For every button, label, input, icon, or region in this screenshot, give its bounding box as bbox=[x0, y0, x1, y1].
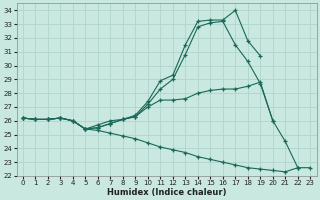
X-axis label: Humidex (Indice chaleur): Humidex (Indice chaleur) bbox=[107, 188, 226, 197]
